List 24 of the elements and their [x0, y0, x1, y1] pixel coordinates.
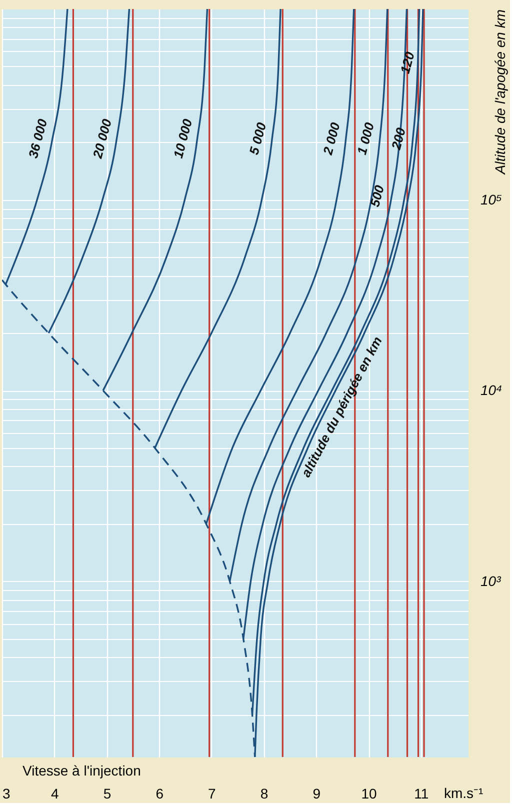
text: 1 000 — [354, 120, 378, 156]
y-axis-title: Altitude de l'apogée en km — [492, 9, 508, 176]
x-axis-title: Vitesse à l'injection — [22, 762, 141, 778]
text: 500 — [366, 182, 388, 208]
x-tick-label: 10 — [361, 786, 378, 802]
x-tick-label: 9 — [312, 786, 321, 802]
y-tick-label: 10⁵ — [480, 191, 502, 208]
y-tick-label: 10³ — [480, 572, 502, 589]
text: 20 000 — [89, 116, 115, 161]
x-tick-label: 11 — [414, 786, 429, 802]
text: 200 — [388, 125, 409, 152]
text: 2 000 — [320, 120, 344, 158]
x-tick-label: 7 — [208, 786, 216, 802]
x-tick-label: 3 — [2, 786, 10, 802]
text: km.s⁻¹ — [444, 785, 484, 801]
text: 36 000 — [25, 116, 50, 160]
text: 120 — [397, 50, 418, 76]
x-tick-label: 8 — [260, 786, 268, 802]
y-tick-label: 10⁴ — [480, 382, 502, 398]
text: 10 000 — [170, 116, 196, 160]
x-tick-label: 6 — [156, 786, 164, 802]
x-tick-label: 4 — [50, 786, 59, 802]
text: 5 000 — [246, 120, 270, 156]
x-tick-label: 5 — [103, 786, 112, 802]
